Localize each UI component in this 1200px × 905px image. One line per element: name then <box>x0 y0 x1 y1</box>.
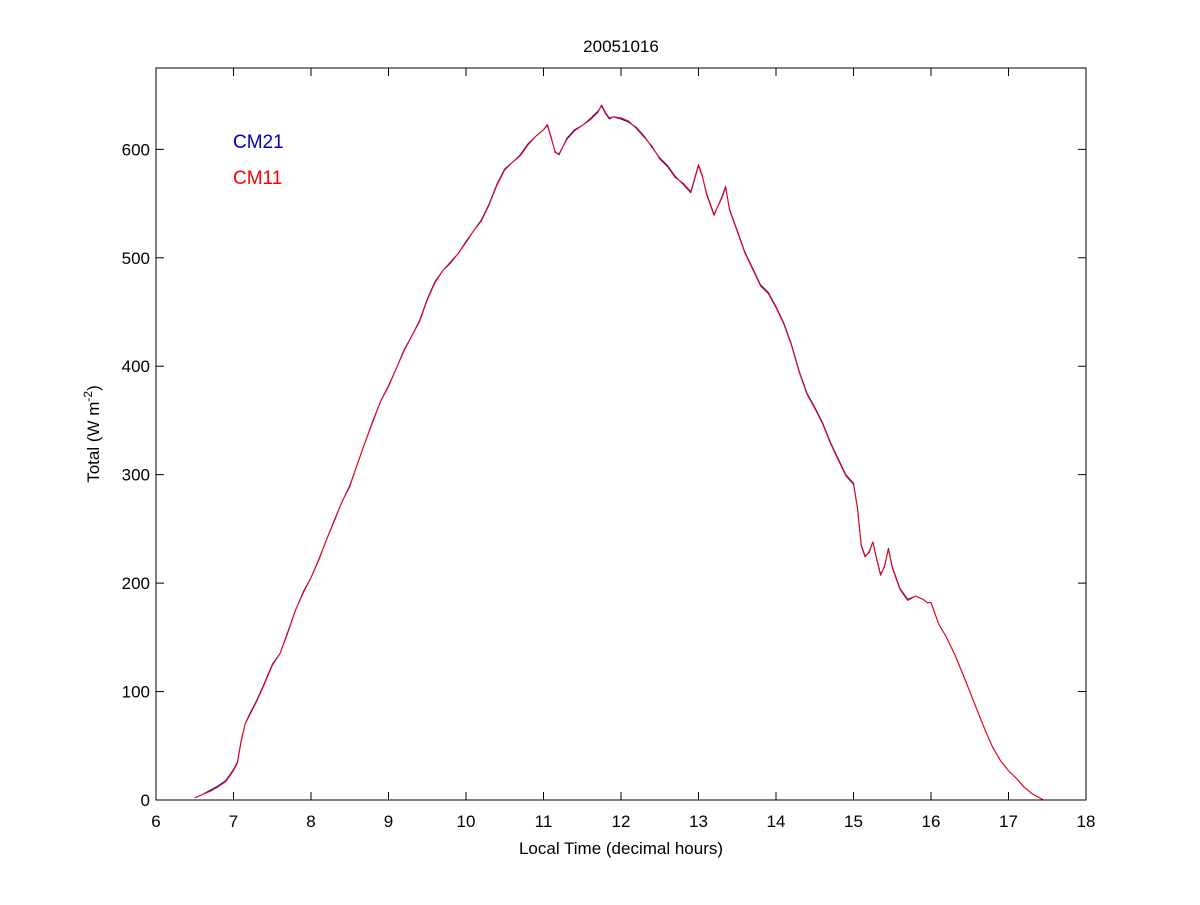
series-line-cm11 <box>194 104 1044 801</box>
tick-layer: 6 7 8 9 10 11 12 13 14 15 16 17 18 0 100 200 300 400 500 60… <box>122 68 1096 831</box>
x-tick-label: 7 <box>229 812 238 831</box>
x-axis-label: Local Time (decimal hours) <box>519 839 723 858</box>
plot-area <box>156 68 1086 800</box>
y-tick-label: 300 <box>122 466 150 485</box>
y-tick-label: 400 <box>122 357 150 376</box>
x-tick-label: 8 <box>306 812 315 831</box>
x-tick-label: 12 <box>612 812 631 831</box>
x-tick-label: 10 <box>457 812 476 831</box>
y-tick-label: 100 <box>122 683 150 702</box>
y-tick-label: 0 <box>141 791 150 810</box>
y-axis-label-suffix: ) <box>84 385 103 391</box>
x-tick-label: 18 <box>1077 812 1096 831</box>
y-tick-label: 200 <box>122 574 150 593</box>
y-tick-label: 500 <box>122 249 150 268</box>
legend-entry-cm21: CM21 <box>233 132 284 153</box>
y-tick-label: 600 <box>122 140 150 159</box>
chart-title: 20051016 <box>583 37 659 56</box>
legend-entry-cm11: CM11 <box>233 168 282 189</box>
x-tick-label: 11 <box>535 812 553 831</box>
y-axis-label: Total (W m-2) <box>81 385 103 483</box>
x-tick-label: 14 <box>767 812 786 831</box>
y-axis-label-exponent: -2 <box>81 391 95 402</box>
x-tick-label: 6 <box>151 812 160 831</box>
x-tick-label: 9 <box>384 812 393 831</box>
legend: CM21 CM11 <box>233 132 284 189</box>
x-tick-label: 15 <box>844 812 863 831</box>
series-layer <box>194 104 1044 801</box>
y-axis-label-prefix: Total (W m <box>84 402 103 483</box>
x-tick-label: 13 <box>689 812 708 831</box>
x-tick-label: 16 <box>922 812 941 831</box>
x-tick-label: 17 <box>999 812 1018 831</box>
